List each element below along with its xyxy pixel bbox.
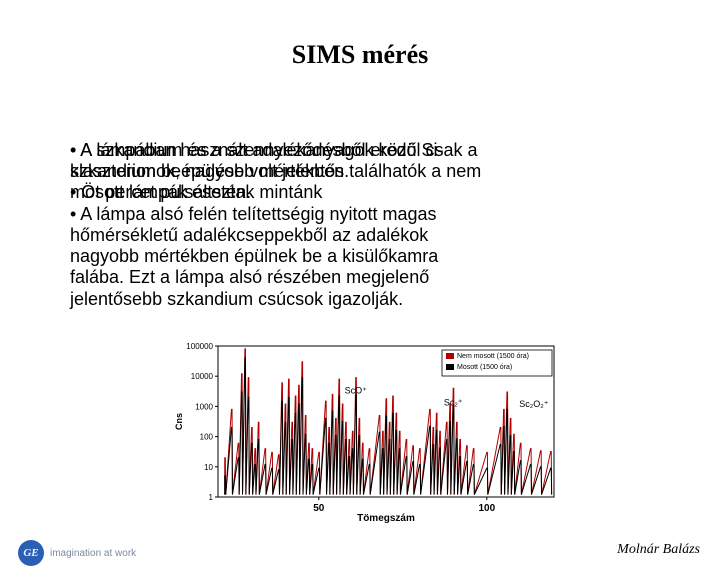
svg-text:10: 10 [204, 463, 213, 472]
bl-b-2: szkandium beépülése volt jelentős. [70, 161, 650, 182]
svg-text:Nem mosott (1500 óra): Nem mosott (1500 óra) [457, 353, 529, 360]
svg-text:1: 1 [209, 493, 214, 502]
bl-b-4: • Öt percet pulsáltsztak mintánk [70, 182, 650, 203]
svg-text:100: 100 [478, 503, 495, 514]
author: Molnár Balázs [617, 542, 700, 558]
bl-a-7: falába. Ezt a lámpa alsó részében megjel… [70, 267, 650, 288]
svg-text:1000: 1000 [195, 402, 213, 411]
svg-text:ScO⁺: ScO⁺ [345, 385, 368, 395]
bl-a-6: nagyobb mértékben épülnek be a kisülőkam… [70, 246, 650, 267]
svg-text:10000: 10000 [191, 372, 214, 381]
tagline: imagination at work [50, 548, 136, 559]
svg-text:Sc₂O₂⁺: Sc₂O₂⁺ [519, 399, 548, 409]
bl-b-1: • A lámpában használt adalékanyagok közü… [70, 140, 650, 161]
svg-text:Cns: Cns [174, 413, 184, 430]
svg-text:100000: 100000 [186, 342, 213, 351]
svg-text:50: 50 [313, 503, 325, 514]
svg-text:Sc₂⁺: Sc₂⁺ [444, 397, 463, 407]
svg-text:Tömegszám: Tömegszám [357, 513, 415, 524]
bl-a-4: • A lámpa alsó felén telítettségig nyito… [70, 204, 650, 225]
bl-a-8: jelentősebb szkandium csúcsok igazolják. [70, 289, 650, 310]
ge-logo-icon: GE [18, 540, 44, 566]
page-title: SIMS mérés [0, 40, 720, 70]
bl-a-5: hőmérsékletű adalékcseppekből az adaléko… [70, 225, 650, 246]
svg-text:100: 100 [200, 433, 214, 442]
footer-left: GE imagination at work [18, 540, 136, 566]
svg-text:Mosott (1500 óra): Mosott (1500 óra) [457, 364, 512, 371]
bullets-front: • A lámpában használt adalékanyagok közü… [70, 140, 650, 204]
sims-chart: 1 10 100 1000 10000 100000 50 100 Tömegszám Cns Sc… [170, 340, 560, 525]
